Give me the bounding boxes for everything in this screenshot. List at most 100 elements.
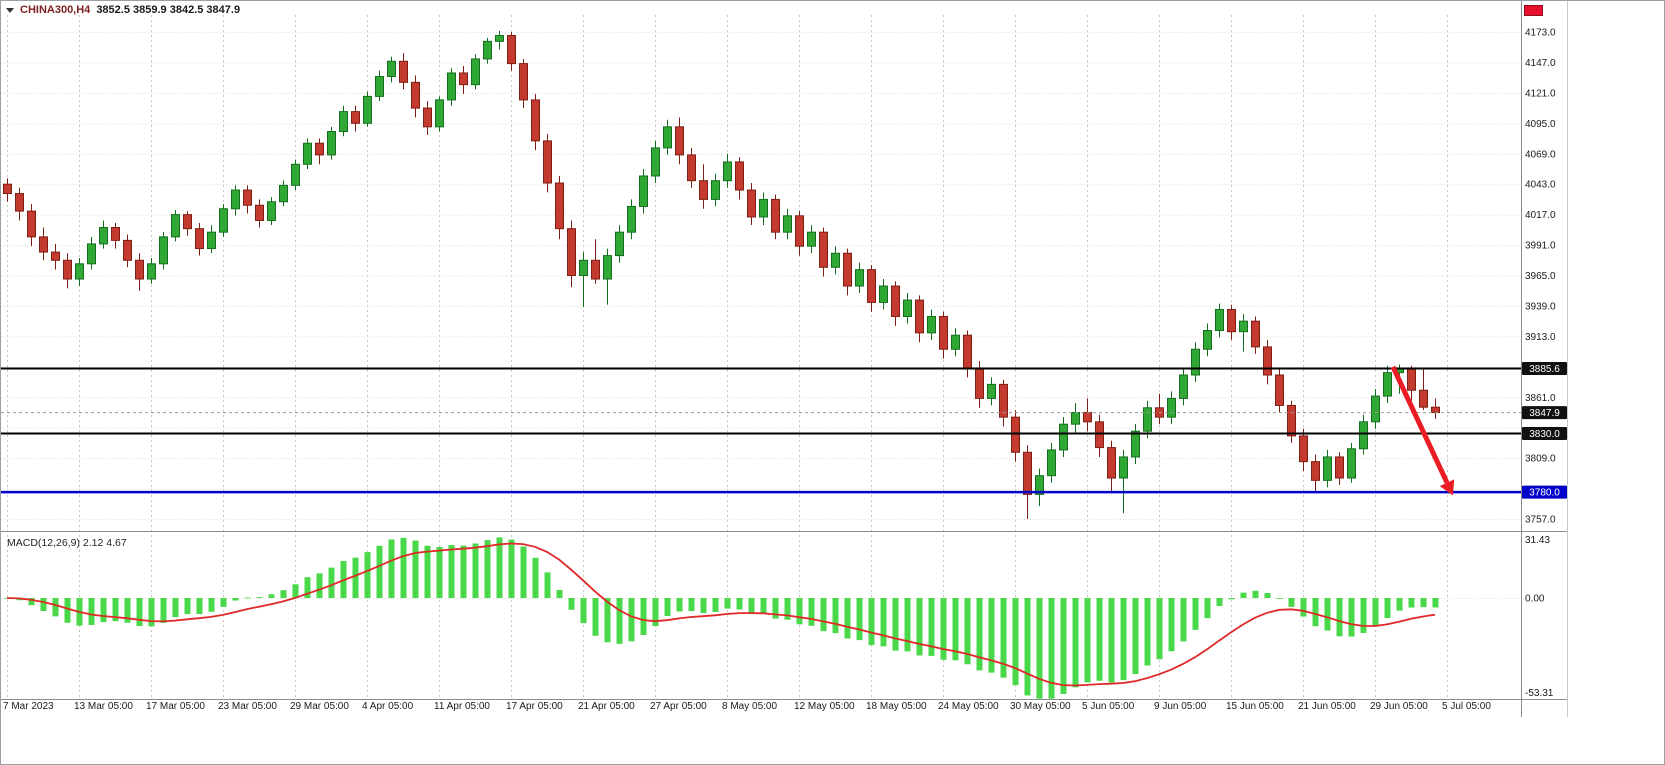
candle bbox=[147, 263, 156, 280]
candle bbox=[927, 315, 936, 334]
candle bbox=[255, 204, 264, 221]
candle bbox=[207, 231, 216, 250]
macd-histogram-bar bbox=[1264, 592, 1271, 598]
candle bbox=[1191, 348, 1200, 376]
candle bbox=[99, 227, 108, 245]
time-label: 23 Mar 05:00 bbox=[218, 701, 277, 712]
macd-histogram-bar bbox=[880, 598, 887, 647]
candle bbox=[1359, 421, 1368, 450]
candle bbox=[723, 161, 732, 182]
candle bbox=[279, 184, 288, 203]
candle bbox=[1047, 449, 1056, 477]
candle bbox=[1083, 411, 1092, 423]
price-tick-label: 3757.0 bbox=[1525, 515, 1556, 526]
symbol-dropdown-triangle-icon[interactable] bbox=[6, 7, 14, 13]
macd-histogram-bar bbox=[52, 598, 59, 617]
macd-histogram-bar bbox=[256, 597, 263, 598]
price-badge bbox=[1522, 406, 1567, 420]
candle bbox=[1287, 404, 1296, 437]
macd-histogram-bar bbox=[388, 539, 395, 598]
candle bbox=[1383, 372, 1392, 397]
macd-histogram-bar bbox=[184, 598, 191, 615]
macd-histogram-bar bbox=[292, 584, 299, 598]
macd-histogram-bar bbox=[400, 537, 407, 598]
candle bbox=[915, 299, 924, 334]
macd-histogram-bar bbox=[304, 577, 311, 598]
candle bbox=[75, 263, 84, 280]
macd-signal-line bbox=[6, 542, 1436, 687]
macd-histogram-bar bbox=[1216, 598, 1223, 607]
candle bbox=[399, 60, 408, 83]
macd-histogram-bar bbox=[376, 545, 383, 598]
price-badge bbox=[1522, 427, 1567, 441]
candle bbox=[699, 180, 708, 200]
macd-histogram-bar bbox=[904, 598, 911, 652]
candle bbox=[171, 214, 180, 238]
candle bbox=[843, 252, 852, 287]
macd-main-value: 2.12 bbox=[82, 537, 104, 549]
candle bbox=[663, 126, 672, 149]
candle bbox=[1335, 456, 1344, 479]
macd-histogram-bar bbox=[664, 598, 671, 616]
time-label: 5 Jun 05:00 bbox=[1082, 701, 1135, 712]
candle bbox=[327, 131, 336, 156]
candle bbox=[819, 231, 828, 268]
macd-histogram-bar bbox=[520, 546, 527, 598]
candle bbox=[807, 231, 816, 247]
candle bbox=[1299, 435, 1308, 463]
candle bbox=[1275, 374, 1284, 406]
macd-histogram-bar bbox=[724, 598, 731, 609]
macd-histogram-bar bbox=[196, 598, 203, 615]
macd-histogram-bar bbox=[1384, 598, 1391, 619]
price-badge-label: 3780.0 bbox=[1529, 488, 1560, 499]
macd-histogram-bar bbox=[436, 546, 443, 598]
chart-ohlc-values: 3852.5 3859.9 3842.5 3847.9 bbox=[96, 4, 241, 16]
macd-histogram-bar bbox=[40, 598, 47, 611]
price-tick-label: 4173.0 bbox=[1525, 28, 1556, 39]
macd-histogram-bar bbox=[352, 557, 359, 598]
macd-histogram-bar bbox=[232, 598, 239, 601]
price-tick-label: 3939.0 bbox=[1525, 301, 1556, 312]
macd-histogram-bar bbox=[220, 598, 227, 607]
macd-histogram-bar bbox=[1024, 598, 1031, 696]
price-tick-label: 4095.0 bbox=[1525, 119, 1556, 130]
macd-histogram-bar bbox=[124, 598, 131, 623]
macd-histogram-bar bbox=[796, 598, 803, 625]
time-label: 17 Mar 05:00 bbox=[146, 701, 205, 712]
chart-symbol-timeframe: CHINA300,H4 bbox=[20, 4, 91, 16]
macd-histogram-bar bbox=[952, 598, 959, 661]
price-badge bbox=[1522, 485, 1567, 499]
macd-histogram-bar bbox=[1000, 598, 1007, 678]
price-tick-label: 3861.0 bbox=[1525, 393, 1556, 404]
macd-histogram-bar bbox=[1252, 590, 1259, 598]
macd-histogram-bar bbox=[484, 540, 491, 598]
candle bbox=[783, 215, 792, 233]
price-badge-label: 3885.6 bbox=[1529, 364, 1560, 375]
macd-histogram-bar bbox=[748, 598, 755, 614]
macd-histogram-bar bbox=[868, 598, 875, 646]
price-scale[interactable]: 4173.0 4147.0 4121.0 4095.0 4069.0 4043.0 4017… bbox=[1522, 28, 1567, 700]
macd-histogram-bar bbox=[856, 598, 863, 641]
candle bbox=[1059, 423, 1068, 451]
candle bbox=[459, 72, 468, 86]
time-scale[interactable]: 7 Mar 2023 13 Mar 05:00 17 Mar 05:00 23 Mar… bbox=[3, 701, 1491, 712]
candle bbox=[183, 214, 192, 230]
candle bbox=[219, 208, 228, 233]
time-label: 21 Apr 05:00 bbox=[578, 701, 635, 712]
time-label: 24 May 05:00 bbox=[938, 701, 999, 712]
macd-histogram-bar bbox=[112, 598, 119, 622]
macd-histogram-bar bbox=[1084, 598, 1091, 683]
price-tick-label: 4147.0 bbox=[1525, 58, 1556, 69]
candle bbox=[627, 205, 636, 233]
candle bbox=[867, 269, 876, 303]
macd-histogram-bar bbox=[928, 598, 935, 656]
macd-histogram-bar bbox=[1204, 598, 1211, 619]
candle bbox=[423, 107, 432, 128]
macd-histogram-bar bbox=[424, 545, 431, 598]
macd-scale-label: 0.00 bbox=[1525, 594, 1545, 605]
candle bbox=[651, 147, 660, 177]
candle bbox=[903, 299, 912, 317]
macd-indicator-label: MACD(12,26,9) 2.12 4.67 bbox=[7, 537, 127, 549]
